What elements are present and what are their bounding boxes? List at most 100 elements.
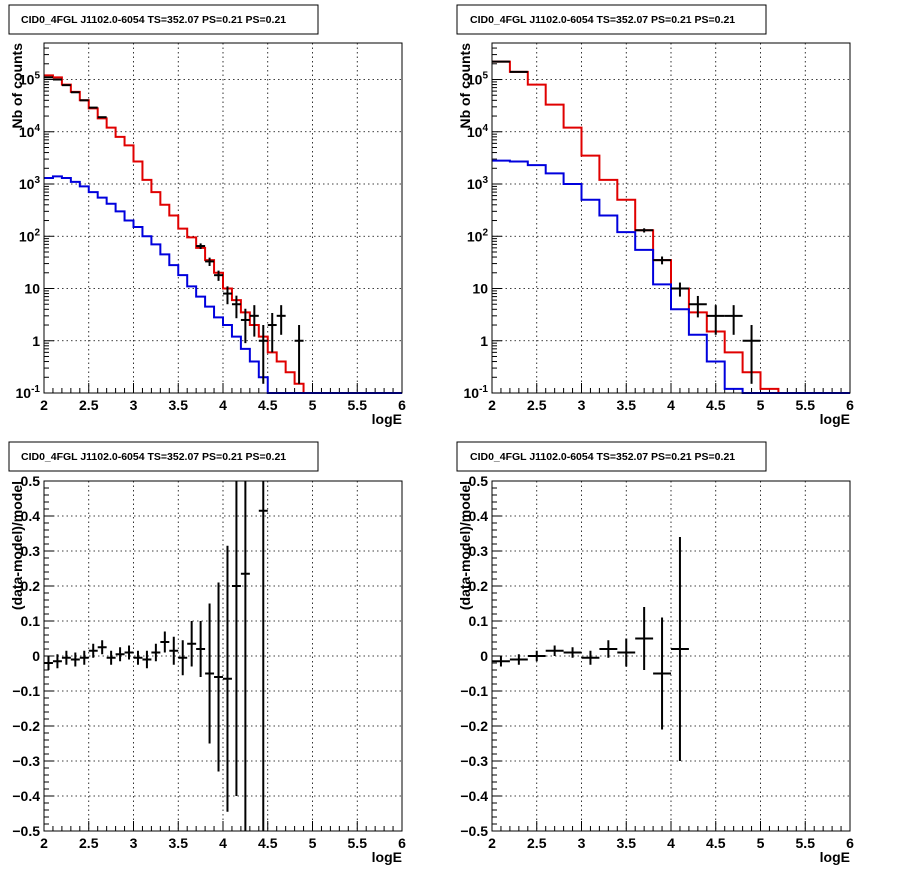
- data-point: [240, 308, 250, 344]
- x-tick-label: 5.5: [348, 835, 368, 851]
- data-point: [492, 656, 510, 667]
- data-point: [70, 652, 80, 667]
- data-point: [61, 650, 71, 665]
- x-tick-label: 3.5: [617, 835, 637, 851]
- y-tick-label: 0.2: [469, 578, 489, 594]
- x-tick-label: 5: [309, 397, 317, 413]
- y-tick-label: 0.5: [21, 473, 41, 489]
- data-point: [52, 654, 62, 669]
- x-tick-label: 4: [219, 397, 227, 413]
- x-axis-title: logE: [372, 849, 402, 865]
- x-tick-label: 3.5: [617, 397, 637, 413]
- data-point: [258, 325, 268, 384]
- x-tick-label: 6: [398, 397, 406, 413]
- y-tick-label: 0.2: [21, 578, 41, 594]
- y-tick-label: 103: [19, 175, 41, 192]
- x-tick-label: 4: [219, 835, 227, 851]
- plot-area: 2 2.5 3 3.5 4 4.5 5 5.5 6 −0.5 −0.4 −0.3 −0.2 −0.1 0 0.…: [12, 473, 406, 851]
- title-box: [456, 4, 767, 35]
- data-point: [97, 640, 107, 655]
- y-tick-label: 103: [467, 175, 489, 192]
- y-tick-label: −0.5: [12, 823, 40, 839]
- y-tick-label: 10-1: [16, 384, 41, 401]
- x-tick-label: 4.5: [706, 397, 726, 413]
- y-axis-title: Nb of counts: [457, 43, 473, 129]
- y-tick-label: 0: [480, 648, 488, 664]
- data-point: [205, 257, 215, 266]
- x-tick-label: 5: [757, 835, 765, 851]
- data-point: [124, 645, 134, 660]
- panel-title: CID0_4FGL J1102.0-6054 TS=352.07 PS=0.21…: [21, 451, 286, 463]
- y-tick-label: 10-1: [464, 384, 489, 401]
- y-tick-label: 0.4: [469, 508, 489, 524]
- y-tick-label: 102: [19, 227, 41, 244]
- y-axis-title: (data-model)/model: [457, 481, 473, 610]
- data-point: [115, 647, 125, 662]
- data-point: [706, 305, 725, 335]
- data-point: [231, 481, 241, 796]
- x-tick-label: 2.5: [79, 835, 99, 851]
- title-box: [8, 441, 319, 472]
- x-tick-label: 3.5: [169, 835, 189, 851]
- y-tick-label: 0.1: [469, 613, 489, 629]
- data-point: [527, 650, 546, 662]
- data-point: [653, 617, 671, 730]
- data-point: [196, 243, 206, 250]
- data-point: [240, 481, 250, 831]
- y-tick-label: 0.5: [469, 473, 489, 489]
- x-tick-label: 5: [309, 835, 317, 851]
- y-tick-label: 10: [24, 281, 40, 297]
- panel-counts-fine: CID0_4FGL J1102.0-6054 TS=352.07 PS=0.21…: [8, 4, 406, 427]
- y-tick-label: 10: [472, 281, 488, 297]
- y-tick-label: −0.1: [12, 683, 40, 699]
- data-point: [276, 305, 286, 335]
- data-point: [106, 650, 116, 665]
- y-tick-label: 0: [32, 648, 40, 664]
- data-point: [205, 603, 215, 744]
- data-point: [545, 645, 564, 656]
- y-tick-label: −0.3: [12, 753, 40, 769]
- data-point: [249, 305, 259, 337]
- data-point: [160, 631, 170, 653]
- y-axis-title: (data-model)/model: [9, 481, 25, 610]
- data-point: [231, 295, 241, 319]
- data-point: [142, 650, 152, 669]
- plot-area: 2 2.5 3 3.5 4 4.5 5 5.5 6 −0.5 −0.4 −0.3 −0.2 −0.1 0 0.…: [460, 473, 854, 851]
- x-tick-label: 4: [667, 835, 675, 851]
- x-tick-label: 4.5: [706, 835, 726, 851]
- data-point: [88, 643, 98, 658]
- data-point: [214, 270, 223, 281]
- x-tick-label: 6: [846, 397, 854, 413]
- x-tick-label: 6: [846, 835, 854, 851]
- x-tick-label: 5.5: [348, 397, 368, 413]
- x-tick-label: 2.5: [79, 397, 99, 413]
- x-tick-label: 2: [488, 835, 496, 851]
- x-tick-label: 2.5: [527, 835, 547, 851]
- plot-frame: [491, 480, 851, 832]
- data-point: [671, 537, 689, 761]
- panel-title: CID0_4FGL J1102.0-6054 TS=352.07 PS=0.21…: [470, 14, 735, 26]
- y-tick-label: 1: [480, 333, 488, 349]
- data-point: [214, 582, 223, 772]
- data-point: [599, 640, 618, 658]
- y-tick-label: −0.5: [460, 823, 488, 839]
- title-box: [8, 4, 319, 35]
- y-tick-label: −0.2: [12, 718, 40, 734]
- data-point: [653, 256, 671, 265]
- y-tick-label: −0.3: [460, 753, 488, 769]
- x-tick-label: 2: [40, 835, 48, 851]
- y-axis-title: Nb of counts: [9, 43, 25, 129]
- x-tick-label: 2.5: [527, 397, 547, 413]
- y-tick-label: 102: [467, 227, 489, 244]
- x-axis-title: logE: [372, 411, 402, 427]
- data-point: [151, 643, 161, 662]
- y-tick-label: −0.4: [12, 788, 40, 804]
- y-tick-label: 0.3: [469, 543, 489, 559]
- x-tick-label: 6: [398, 835, 406, 851]
- plot-frame: [43, 42, 403, 394]
- data-point: [509, 654, 528, 665]
- y-tick-label: 1: [32, 333, 40, 349]
